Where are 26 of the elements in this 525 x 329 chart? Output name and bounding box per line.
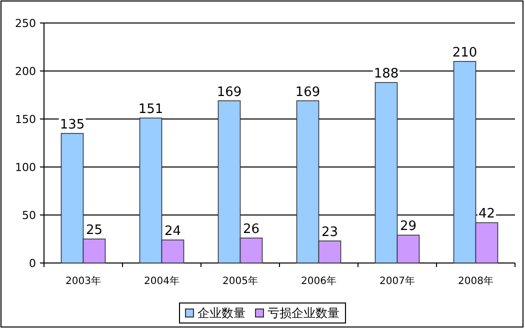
data-label: 42: [478, 206, 496, 222]
data-label: 24: [164, 224, 182, 239]
x-tick-label: 2005年: [222, 275, 258, 287]
data-label: 210: [452, 45, 478, 60]
data-label: 25: [86, 223, 103, 238]
legend-label: 企业数量: [198, 306, 246, 320]
data-label: 169: [216, 84, 242, 100]
x-tick-label: 2006年: [301, 275, 336, 287]
data-label: 169: [295, 84, 320, 100]
data-label: 26: [242, 222, 260, 238]
data-label: 188: [374, 66, 399, 82]
x-tick-label: 2003年: [66, 275, 101, 287]
data-label: 29: [400, 219, 417, 234]
x-tick-label: 2008年: [458, 275, 494, 287]
data-label: 23: [321, 224, 338, 240]
y-tick-label: 0: [29, 257, 36, 270]
y-tick-label: 200: [15, 65, 36, 78]
data-label: 151: [138, 102, 164, 118]
x-tick-label: 2004年: [144, 275, 180, 287]
legend-label: 亏损企业数量: [268, 306, 340, 320]
x-tick-label: 2007年: [380, 275, 415, 287]
data-label: 135: [60, 117, 85, 132]
y-tick-label: 100: [15, 161, 36, 174]
y-tick-label: 250: [15, 17, 36, 30]
y-tick-label: 50: [22, 209, 36, 222]
y-tick-label: 150: [15, 113, 36, 126]
